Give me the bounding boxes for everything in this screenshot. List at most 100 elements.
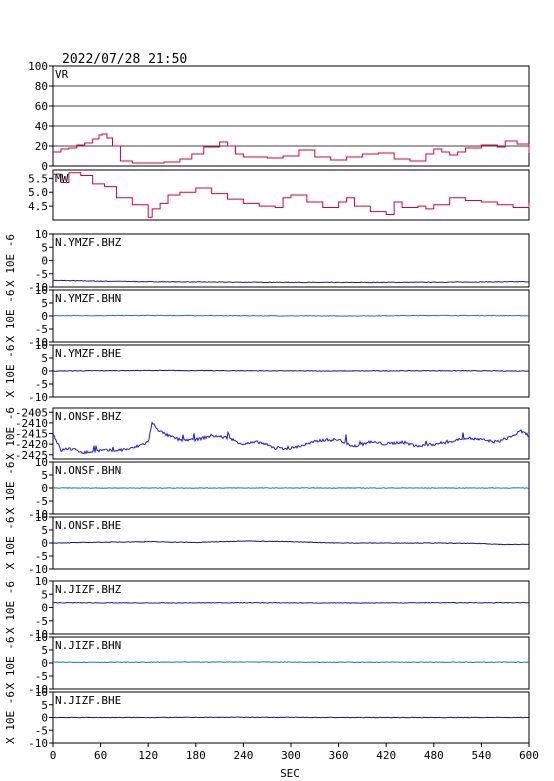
figure-timestamp: 2022/07/28 21:50	[62, 52, 187, 67]
x-tick-label: 180	[186, 749, 206, 762]
y-tick-label: -2415	[15, 428, 48, 441]
y-tick-label: 0	[41, 712, 48, 725]
y-tick-label: 10	[35, 284, 48, 297]
panel-frame	[52, 407, 530, 460]
y-axis-label: X 10E -6	[4, 517, 17, 570]
y-tick-label: -10	[28, 391, 48, 404]
y-tick-label: 5.5	[28, 172, 48, 185]
x-tick-label: 240	[233, 749, 253, 762]
y-tick-label: 80	[35, 80, 48, 93]
x-tick-label: 600	[519, 749, 539, 762]
y-tick-label: 5	[41, 699, 48, 712]
panel-frame	[52, 636, 530, 690]
y-tick-label: 10	[35, 228, 48, 241]
y-tick-label: -2420	[15, 438, 48, 451]
y-axis-label: X 10E -6	[4, 581, 17, 634]
y-tick-label: -5	[35, 724, 48, 737]
y-tick-label: 5	[41, 469, 48, 482]
series-line	[52, 369, 530, 372]
y-tick-label: -10	[28, 281, 48, 294]
y-tick-label: 100	[28, 60, 48, 73]
y-tick-label: 5	[41, 588, 48, 601]
y-tick-label: 0	[41, 482, 48, 495]
series-line	[53, 172, 530, 218]
y-tick-label: -5	[35, 615, 48, 628]
panel-label: N.ONSF.BHN	[55, 464, 121, 477]
panel-label: N.JIZF.BHN	[55, 639, 121, 652]
y-axis-label: X 10E -6	[4, 637, 17, 690]
series-line	[52, 487, 530, 489]
x-tick-label: 420	[376, 749, 396, 762]
y-tick-label: 5	[41, 241, 48, 254]
y-tick-label: -10	[28, 563, 48, 576]
y-tick-label: -5	[35, 670, 48, 683]
series-line	[52, 601, 530, 604]
series-line	[52, 279, 530, 284]
x-tick-label: 360	[329, 749, 349, 762]
panel-label: MW	[55, 172, 69, 185]
y-tick-label: 5	[41, 352, 48, 365]
x-tick-label: 540	[471, 749, 491, 762]
y-tick-label: 5	[41, 297, 48, 310]
series-line	[52, 716, 530, 719]
y-tick-label: 5	[41, 524, 48, 537]
x-tick-label: 300	[281, 749, 301, 762]
y-tick-label: -10	[28, 336, 48, 349]
y-axis-label: X 10E -6	[4, 691, 17, 744]
panel-label: N.JIZF.BHZ	[55, 583, 122, 596]
y-tick-label: -10	[28, 628, 48, 641]
x-axis-label: SEC	[280, 767, 300, 780]
y-tick-label: 60	[35, 100, 48, 113]
y-tick-label: 0	[41, 310, 48, 323]
y-tick-label: -5	[35, 495, 48, 508]
y-tick-label: 4.5	[28, 200, 48, 213]
panel-label: N.ONSF.BHZ	[55, 410, 122, 423]
y-tick-label: 10	[35, 339, 48, 352]
y-tick-label: -10	[28, 737, 48, 750]
panel-frame	[52, 65, 530, 167]
series-line	[52, 661, 530, 664]
y-axis-label: X 10E -6	[4, 407, 17, 460]
y-tick-label: 0	[41, 160, 48, 173]
panel-label: N.YMZF.BHE	[55, 347, 121, 360]
y-tick-label: 10	[35, 631, 48, 644]
y-tick-label: 0	[41, 537, 48, 550]
panel-label: N.ONSF.BHE	[55, 519, 121, 532]
x-tick-label: 120	[138, 749, 158, 762]
y-tick-label: -2410	[15, 417, 48, 430]
y-tick-label: 0	[41, 657, 48, 670]
panel-label: N.JIZF.BHE	[55, 694, 121, 707]
panel-label: N.YMZF.BHN	[55, 292, 121, 305]
panel-frame	[52, 233, 530, 288]
panel-label: N.YMZF.BHZ	[55, 236, 122, 249]
y-tick-label: -2405	[15, 406, 48, 419]
y-tick-label: -5	[35, 378, 48, 391]
y-axis-label: X 10E -6	[4, 290, 17, 343]
panel-frame	[52, 169, 530, 221]
panel-1: 4.55.05.5 MW	[28, 169, 530, 221]
panel-label: VR	[55, 68, 69, 81]
y-tick-label: -10	[28, 683, 48, 696]
y-tick-label: 40	[35, 120, 48, 133]
y-tick-label: 10	[35, 511, 48, 524]
y-tick-label: -2425	[15, 449, 48, 462]
series-line	[53, 133, 530, 164]
y-tick-label: 0	[41, 255, 48, 268]
y-tick-label: -5	[35, 268, 48, 281]
y-tick-label: 10	[35, 575, 48, 588]
y-tick-label: 10	[35, 686, 48, 699]
panel-frame	[52, 580, 530, 635]
series-line	[52, 540, 530, 546]
y-tick-label: -10	[28, 508, 48, 521]
y-tick-label: 0	[41, 602, 48, 615]
y-tick-label: 5	[41, 644, 48, 657]
